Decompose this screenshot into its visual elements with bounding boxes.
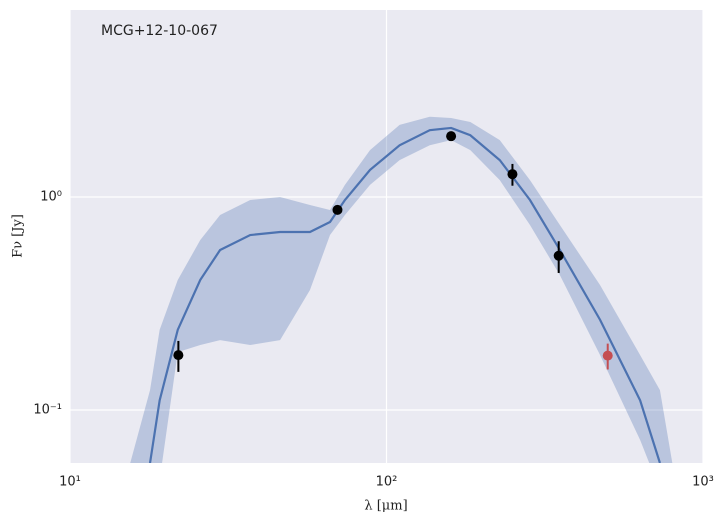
y-tick-label: 10⁻¹ [33, 403, 62, 418]
x-tick-label: 10³ [692, 475, 714, 490]
data-point [332, 204, 343, 215]
y-axis-label: Fν [Jy] [11, 214, 26, 258]
model-line [148, 126, 661, 463]
annotation: MCG+12-10-067 [101, 23, 218, 39]
uncertainty-band [130, 116, 673, 463]
y-tick-label: 10⁰ [40, 190, 62, 205]
data-point [507, 169, 518, 180]
data-point [602, 350, 613, 361]
x-axis-label: λ [μm] [364, 499, 407, 514]
x-tick-label: 10² [376, 475, 398, 490]
data-point [553, 250, 564, 261]
data-point [173, 350, 184, 361]
x-tick-label: 10¹ [59, 475, 81, 490]
data-point [446, 131, 457, 142]
